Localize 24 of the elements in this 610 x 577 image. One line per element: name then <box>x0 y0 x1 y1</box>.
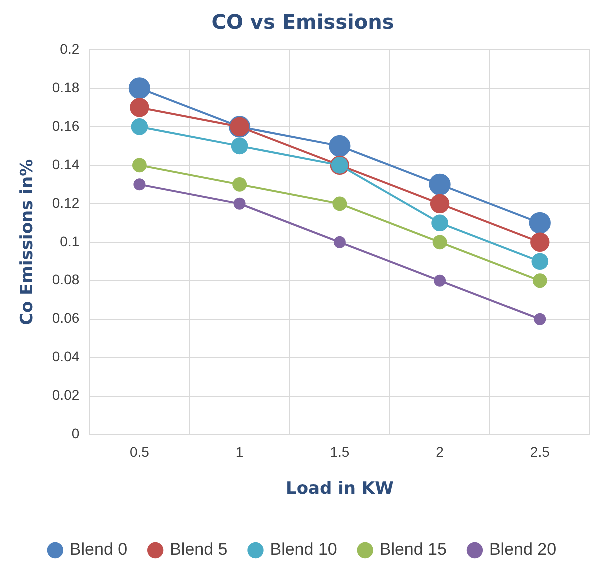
legend-label: Blend 15 <box>380 540 447 560</box>
x-tick-label: 2.5 <box>530 444 550 460</box>
x-tick-label: 1.5 <box>330 444 350 460</box>
legend-label: Blend 10 <box>270 540 338 560</box>
x-tick-label: 2 <box>436 444 444 460</box>
y-tick-label: 0.2 <box>60 40 80 57</box>
y-tick-label: 0.08 <box>52 272 80 288</box>
x-axis-title: Load in KW <box>286 479 394 500</box>
y-tick-label: 0.1 <box>60 233 80 250</box>
x-tick-label: 1 <box>236 444 244 460</box>
y-tick-label: 0.16 <box>52 118 80 134</box>
y-tick-label: 0.04 <box>52 348 80 365</box>
legend-label: Blend 5 <box>170 540 228 560</box>
y-tick-label: 0.14 <box>52 156 80 172</box>
y-tick-label: 0.18 <box>52 79 80 96</box>
legend-label: Blend 20 <box>489 540 557 560</box>
y-axis-title: Co Emissions in% <box>18 159 38 326</box>
x-tick-label: 0.5 <box>130 444 150 460</box>
y-tick-label: 0 <box>72 426 80 442</box>
y-tick-label: 0.12 <box>52 194 80 211</box>
y-tick-label: 0.02 <box>52 387 80 404</box>
y-tick-label: 0.06 <box>52 310 80 326</box>
legend-label: Blend 0 <box>70 540 128 560</box>
chart-title: CO vs Emissions <box>212 10 394 34</box>
